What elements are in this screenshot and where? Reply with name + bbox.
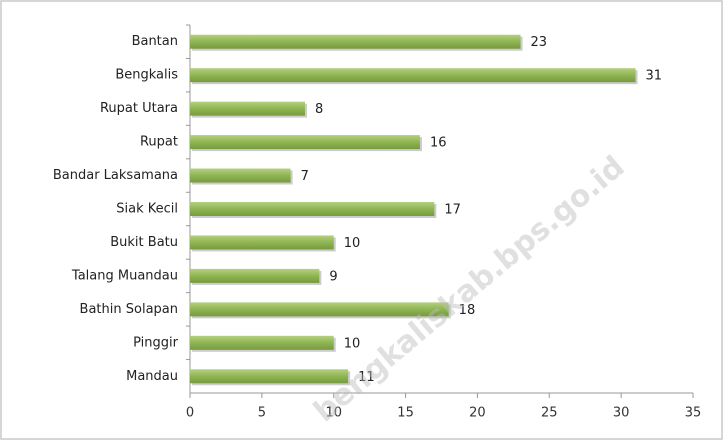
y-tick-label: Rupat	[140, 135, 178, 150]
bar	[190, 168, 291, 183]
data-label: 10	[344, 336, 361, 351]
data-label: 8	[315, 102, 323, 117]
x-tick-label: 5	[258, 406, 266, 421]
bar	[190, 68, 636, 83]
data-label: 17	[444, 203, 461, 218]
data-label: 16	[430, 136, 447, 151]
x-tick-label: 25	[541, 406, 558, 421]
data-label: 23	[531, 35, 548, 50]
y-tick-label: Bukit Batu	[110, 235, 178, 250]
bar	[190, 34, 521, 49]
x-tick-label: 20	[469, 406, 486, 421]
bar	[190, 302, 449, 317]
bar	[190, 135, 420, 150]
bar	[190, 268, 320, 283]
y-tick-label: Bengkalis	[115, 68, 178, 83]
data-label: 10	[344, 236, 361, 251]
data-label: 7	[301, 169, 309, 184]
y-tick-label: Rupat Utara	[100, 101, 178, 116]
y-tick-label: Bandar Laksamana	[53, 168, 178, 183]
bar	[190, 202, 435, 216]
y-tick-label: Talang Muandau	[71, 268, 178, 283]
y-tick-label: Siak Kecil	[116, 202, 178, 217]
data-label: 31	[646, 69, 663, 84]
data-label: 18	[459, 303, 476, 318]
bar	[190, 101, 305, 116]
data-label: 9	[329, 269, 337, 284]
bar	[190, 335, 334, 350]
y-tick-label: Mandau	[126, 369, 178, 384]
x-tick-label: 10	[325, 406, 342, 421]
plot-area: 0 5 10 15 20 25 30 35 Bantan 23 Bengkalis 31 Rupat U…	[53, 24, 702, 421]
data-label: 11	[358, 370, 375, 385]
y-tick-label: Pinggir	[133, 335, 179, 350]
y-tick-label: Bathin Solapan	[80, 302, 178, 317]
bar	[190, 369, 349, 384]
x-tick-label: 35	[685, 406, 702, 421]
x-tick-label: 30	[613, 406, 630, 421]
y-tick-label: Bantan	[132, 34, 178, 49]
x-tick-label: 15	[397, 406, 414, 421]
bar	[190, 235, 334, 250]
x-tick-label: 0	[186, 406, 194, 421]
